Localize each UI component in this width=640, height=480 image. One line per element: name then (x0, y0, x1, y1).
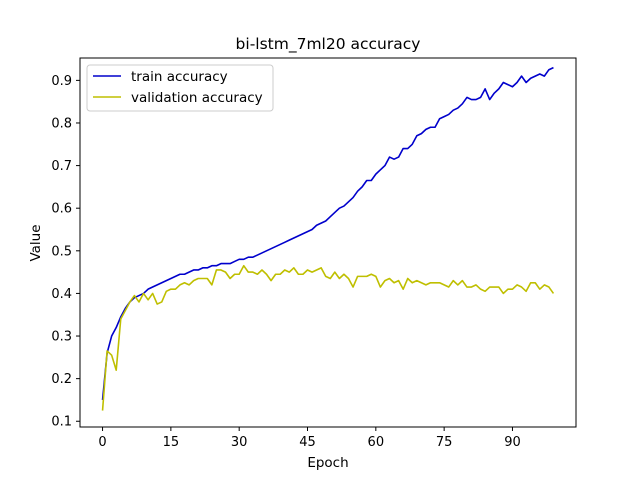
y-tick-label: 0.7 (51, 159, 72, 174)
plot-area (101, 66, 555, 411)
y-tick-label: 0.2 (51, 372, 72, 387)
legend-label-validation: validation accuracy (131, 90, 263, 106)
legend-box (86, 64, 274, 112)
y-axis-label: Value (28, 224, 44, 261)
x-tick-label: 90 (504, 435, 521, 450)
y-tick-label: 0.3 (51, 330, 72, 345)
x-tick-label: 15 (163, 435, 180, 450)
x-tick-label: 0 (98, 435, 106, 450)
series-line-validation-accuracy (101, 264, 555, 411)
x-tick-label: 75 (436, 435, 453, 450)
x-tick-label: 30 (231, 435, 248, 450)
x-tick-label: 60 (368, 435, 385, 450)
legend-label-train: train accuracy (131, 69, 228, 85)
legend: train accuracy validation accuracy (86, 64, 274, 112)
x-axis-label: Epoch (307, 455, 348, 471)
y-tick-label: 0.6 (51, 202, 72, 217)
x-tick-label: 45 (299, 435, 316, 450)
axes-frame (79, 57, 577, 428)
x-axis: 0 15 30 45 60 75 90 (98, 427, 521, 450)
y-tick-label: 0.1 (51, 415, 72, 430)
y-tick-label: 0.4 (51, 287, 72, 302)
chart-title: bi-lstm_7ml20 accuracy (236, 35, 421, 54)
y-tick-label: 0.5 (51, 244, 72, 259)
y-tick-label: 0.9 (51, 74, 72, 89)
series-line-train-accuracy (101, 66, 554, 401)
y-axis: 0.1 0.2 0.3 0.4 0.5 0.6 0.7 0.8 0.9 (51, 74, 80, 430)
y-tick-label: 0.8 (51, 116, 72, 131)
